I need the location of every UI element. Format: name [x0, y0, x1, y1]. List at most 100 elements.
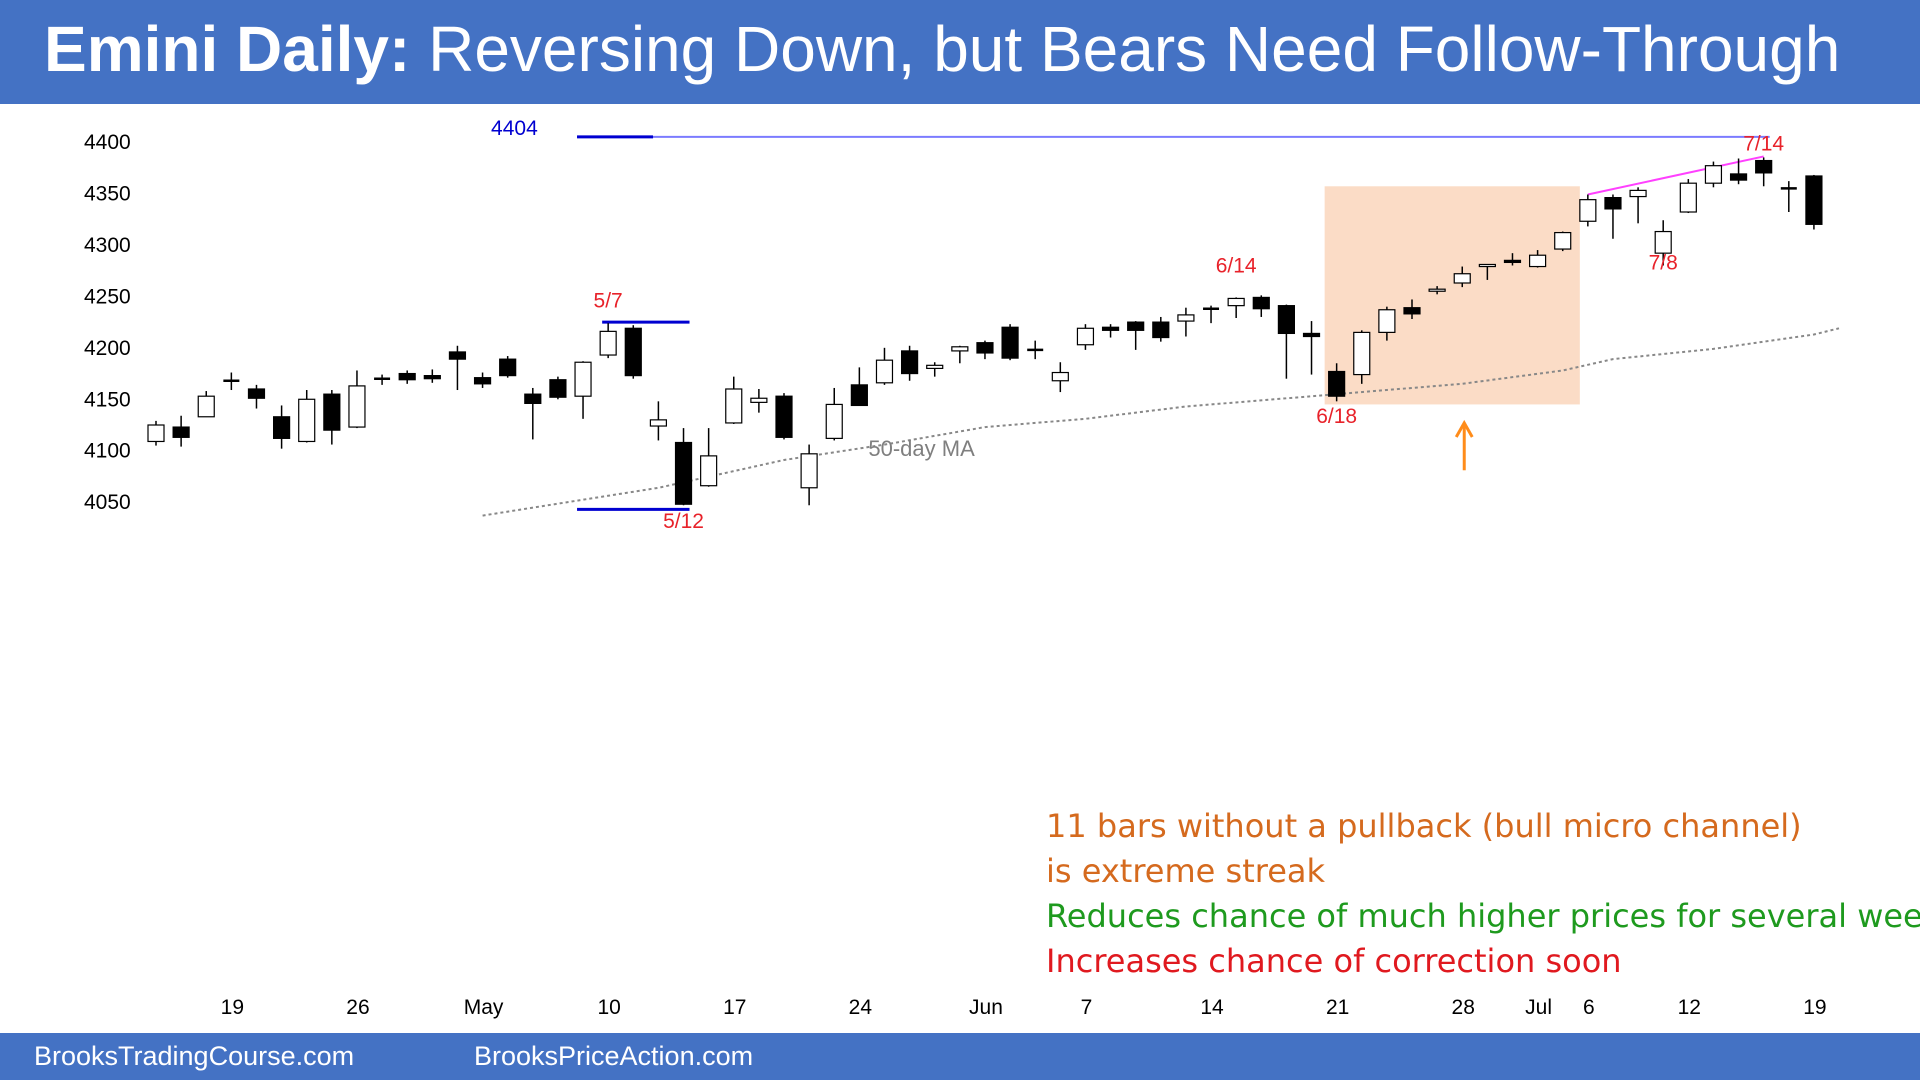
ma-label: 50-day MA: [868, 436, 975, 461]
date-annotation: 6/18: [1316, 405, 1357, 428]
candle-body: [1704, 165, 1723, 184]
candle-body: [1579, 199, 1597, 222]
candle-body: [247, 388, 266, 399]
candle-body: [1328, 370, 1346, 397]
x-tick-label: 19: [1803, 996, 1826, 1019]
candle-body: [1403, 307, 1421, 315]
x-tick-label: 28: [1452, 996, 1475, 1019]
candle-body: [750, 397, 768, 403]
candle-body: [448, 351, 467, 360]
candle-body: [1629, 189, 1647, 198]
y-tick-label: 4150: [84, 388, 131, 411]
candle-body: [1805, 175, 1823, 225]
candle-body: [599, 330, 617, 356]
level-lines-layer: [577, 135, 1770, 511]
candle-body: [976, 342, 994, 354]
trend-line: [1587, 155, 1764, 196]
candle-body: [1277, 305, 1296, 335]
candle-body: [1001, 326, 1019, 359]
y-tick-label: 4200: [84, 337, 131, 360]
candle-body: [700, 455, 718, 487]
x-tick-label: 26: [346, 996, 369, 1019]
candle-body: [1076, 327, 1095, 346]
date-annotation: 5/12: [663, 510, 704, 533]
x-tick-label: 6: [1583, 996, 1595, 1019]
arrow-head: [1454, 419, 1474, 438]
candle-body: [172, 426, 190, 438]
candle-body: [197, 395, 215, 418]
date-annotation: 5/7: [594, 290, 623, 313]
candle-body: [1227, 297, 1245, 307]
candle-body: [398, 372, 416, 381]
candle-body: [1755, 159, 1773, 174]
candle-body: [649, 419, 668, 427]
x-tick-label: Jul: [1525, 996, 1552, 1019]
candle-body: [775, 395, 793, 438]
x-tick-label: 10: [597, 996, 620, 1019]
candle-body: [900, 350, 919, 375]
candle-body: [524, 393, 542, 404]
page-title: Emini Daily: Reversing Down, but Bears N…: [44, 12, 1840, 86]
candle-body: [549, 379, 567, 398]
candle-body: [951, 346, 969, 352]
labels-layer: 50-day MA 4404 4050 4100 4150 4200 4250 4300 435…: [84, 117, 1827, 1019]
candle-body: [1453, 273, 1471, 284]
note-line-3: Reduces chance of much higher prices for…: [1046, 897, 1920, 935]
x-tick-label: 19: [221, 996, 244, 1019]
y-tick-label: 4300: [84, 234, 131, 257]
candle-body: [1302, 332, 1321, 338]
candle-body: [423, 375, 441, 380]
x-tick-label: 7: [1081, 996, 1093, 1019]
candle-body: [1503, 259, 1522, 264]
y-tick-label: 4350: [84, 182, 131, 205]
candle-body: [1554, 231, 1572, 250]
price-chart: 50-day MA 4404 4050 4100 4150 4200 4250 4300 435…: [84, 117, 1840, 1019]
note-line-4: Increases chance of correction soon: [1046, 942, 1622, 980]
x-tick-label: 14: [1200, 996, 1224, 1019]
candle-body: [1152, 321, 1170, 339]
y-tick-label: 4100: [84, 440, 131, 463]
candle-body: [298, 398, 316, 443]
candle-body: [624, 327, 642, 377]
candle-body: [674, 441, 693, 505]
x-tick-label: Jun: [969, 996, 1003, 1019]
candle-body: [147, 424, 165, 443]
date-annotation: 7/14: [1743, 132, 1784, 155]
candle-body: [273, 416, 291, 439]
candle-body: [875, 359, 894, 384]
x-tick-label: 21: [1326, 996, 1349, 1019]
date-annotation: 6/14: [1216, 255, 1257, 278]
candle-body: [1478, 263, 1496, 268]
title-bold-part: Emini Daily:: [44, 13, 411, 85]
candle-body: [1428, 288, 1446, 292]
candle-body: [725, 388, 743, 424]
x-tick-label: May: [464, 996, 504, 1019]
level-label: 4404: [491, 117, 538, 140]
candle-body: [1528, 254, 1547, 268]
candle-body: [1654, 230, 1672, 254]
candle-body: [1378, 309, 1396, 333]
title-rest-part: Reversing Down, but Bears Need Follow-Th…: [410, 13, 1841, 85]
candle-body: [1353, 331, 1371, 376]
candle-body: [825, 403, 843, 439]
candles-layer: [147, 157, 1823, 506]
footer-link-brookspriceaction[interactable]: BrooksPriceAction.com: [474, 1041, 754, 1071]
candle-body: [1127, 321, 1145, 331]
candle-body: [1051, 371, 1069, 382]
candle-body: [800, 453, 818, 489]
footer-link-brookstradingcourse[interactable]: BrooksTradingCourse.com: [34, 1041, 355, 1071]
y-tick-label: 4050: [84, 491, 131, 514]
note-line-1: 11 bars without a pullback (bull micro c…: [1046, 807, 1802, 845]
candle-body: [499, 358, 517, 377]
candle-body: [1679, 182, 1697, 213]
x-tick-label: 24: [849, 996, 873, 1019]
candle-body: [1177, 314, 1195, 322]
candle-body: [574, 361, 592, 397]
footer-banner: BrooksTradingCourse.com BrooksPriceActio…: [0, 1033, 1920, 1080]
y-tick-label: 4400: [84, 131, 131, 154]
x-tick-label: 17: [723, 996, 746, 1019]
candle-body: [348, 385, 366, 428]
candle-body: [473, 377, 492, 385]
note-line-2: is extreme streak: [1046, 852, 1326, 890]
candle-body: [1729, 173, 1748, 181]
